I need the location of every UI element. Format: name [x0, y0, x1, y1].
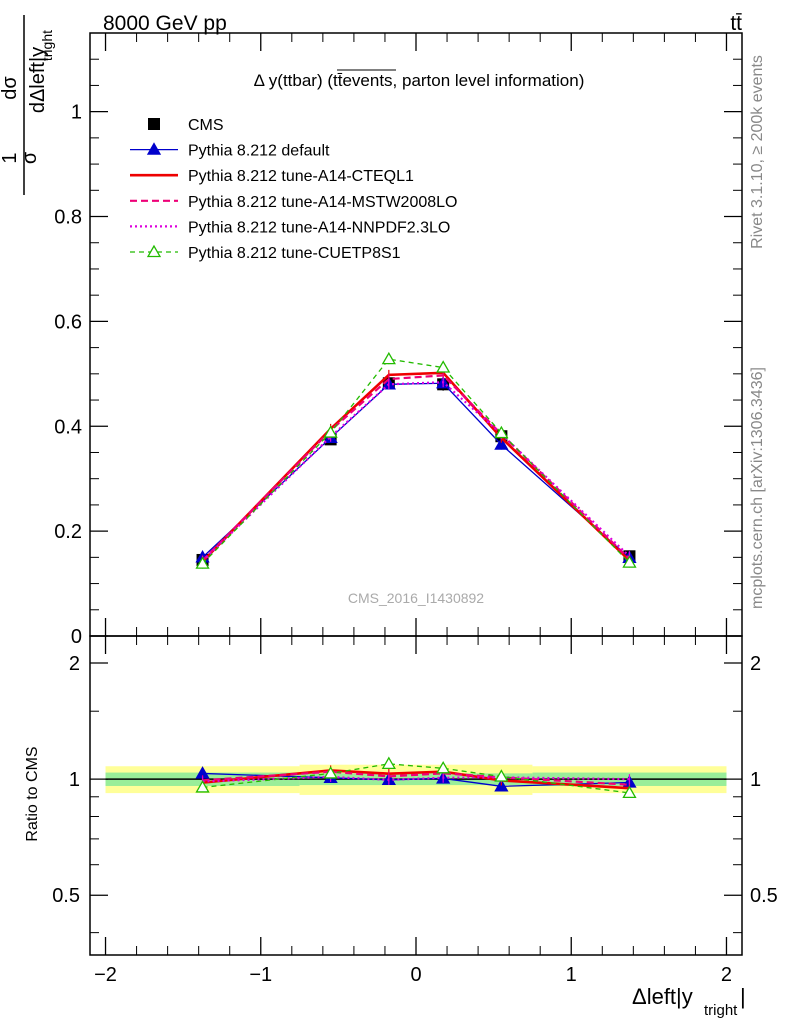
xlabel-subscript: tright	[704, 1002, 738, 1019]
ratio-series-line-1	[202, 769, 630, 790]
ratio-series-marker-4	[494, 769, 509, 782]
ratio-plot-frame	[89, 635, 743, 956]
ylabel-numerator: 1	[0, 152, 21, 163]
legend-label: Pythia 8.212 tune-A14-NNPDF2.3LO	[188, 219, 450, 236]
main-series-marker-0	[494, 437, 509, 450]
ratio-ytick-label-left: 1	[69, 769, 80, 791]
legend-label: Pythia 8.212 tune-A14-MSTW2008LO	[188, 194, 457, 211]
xlabel-main: Δleft|y	[632, 984, 693, 1009]
xtick-label: 1	[566, 964, 577, 986]
xlabel-end: |	[740, 984, 746, 1009]
main-series-marker-4	[323, 425, 338, 438]
ratio-series-marker-4	[323, 766, 338, 779]
rivet-label: Rivet 3.1.10, ≥ 200k events	[749, 55, 766, 249]
ratio-series-marker-4	[436, 761, 451, 774]
ratio-series-marker-4	[622, 785, 637, 799]
ratio-series-marker-0	[494, 779, 509, 792]
legend-label: Pythia 8.212 default	[188, 143, 330, 160]
legend-marker-triangle	[146, 142, 162, 155]
main-y-axis-label: 1 σ dσ dΔleft|y tright	[0, 15, 55, 195]
main-series-line-1	[201, 371, 631, 563]
energy-label: 8000 GeV pp	[103, 12, 227, 35]
legend-entry: Pythia 8.212 tune-A14-NNPDF2.3LO	[130, 219, 450, 236]
main-ytick-label: 0	[71, 626, 82, 648]
ratio-ytick-label-right: 1	[750, 769, 761, 791]
main-series-marker-4	[436, 360, 451, 373]
x-axis-label: Δleft|y tright |	[632, 984, 746, 1019]
main-series-line-2	[201, 374, 631, 562]
ratio-ytick-label-right: 0.5	[750, 885, 778, 907]
ylabel-rest: dΔleft|y	[27, 47, 49, 113]
process-label: tt̄	[730, 12, 742, 35]
ratio-series-line-3	[202, 775, 630, 783]
ratio-series-marker-4	[195, 780, 210, 793]
ylabel-dsigma: dσ	[0, 76, 21, 100]
plot-title: Δ y(ttbar) (tt̄events, parton level info…	[254, 71, 585, 90]
main-ytick-label: 1	[71, 102, 82, 124]
site-label: mcplots.cern.ch [arXiv:1306.3436]	[749, 367, 766, 609]
legend-marker-cms	[148, 118, 160, 130]
legend-entry: CMS	[148, 117, 224, 134]
main-series-line-4	[202, 358, 630, 565]
ratio-ytick-label-left: 0.5	[52, 885, 80, 907]
xtick-label: 0	[410, 964, 421, 986]
main-series-line-3	[201, 381, 631, 562]
main-series-line-0	[202, 382, 630, 559]
main-series-marker-4	[195, 556, 210, 569]
legend-entry: Pythia 8.212 default	[130, 142, 330, 160]
ylabel-denominator: σ	[19, 151, 41, 164]
legend-entry: Pythia 8.212 tune-A14-MSTW2008LO	[130, 194, 457, 211]
legend-label: Pythia 8.212 tune-A14-CTEQL1	[188, 168, 414, 185]
legend-entry: Pythia 8.212 tune-A14-CTEQL1	[130, 168, 414, 185]
analysis-watermark: CMS_2016_I1430892	[348, 590, 484, 606]
main-ytick-label: 0.2	[54, 521, 82, 543]
ylabel-subscript: tright	[39, 30, 55, 61]
ratio-y-axis-label: Ratio to CMS	[24, 746, 41, 841]
main-ytick-label: 0.4	[54, 416, 82, 438]
legend-marker-open-triangle	[146, 244, 162, 258]
main-series-marker-4	[381, 351, 396, 365]
legend-entry: Pythia 8.212 tune-CUETP8S1	[130, 244, 401, 262]
xtick-label: −2	[94, 964, 117, 986]
ratio-series-marker-4	[381, 756, 396, 770]
main-ytick-label: 0.8	[54, 207, 82, 229]
main-series-marker-4	[494, 425, 509, 439]
main-ytick-label: 0.6	[54, 311, 82, 333]
ratio-ytick-label-right: 2	[750, 653, 761, 675]
legend-label: CMS	[188, 117, 224, 134]
ratio-ytick-label-left: 2	[69, 653, 80, 675]
xtick-label: 2	[721, 964, 732, 986]
main-series-marker-4	[622, 555, 637, 568]
legend-label: Pythia 8.212 tune-CUETP8S1	[188, 245, 401, 262]
xtick-label: −1	[249, 964, 272, 986]
